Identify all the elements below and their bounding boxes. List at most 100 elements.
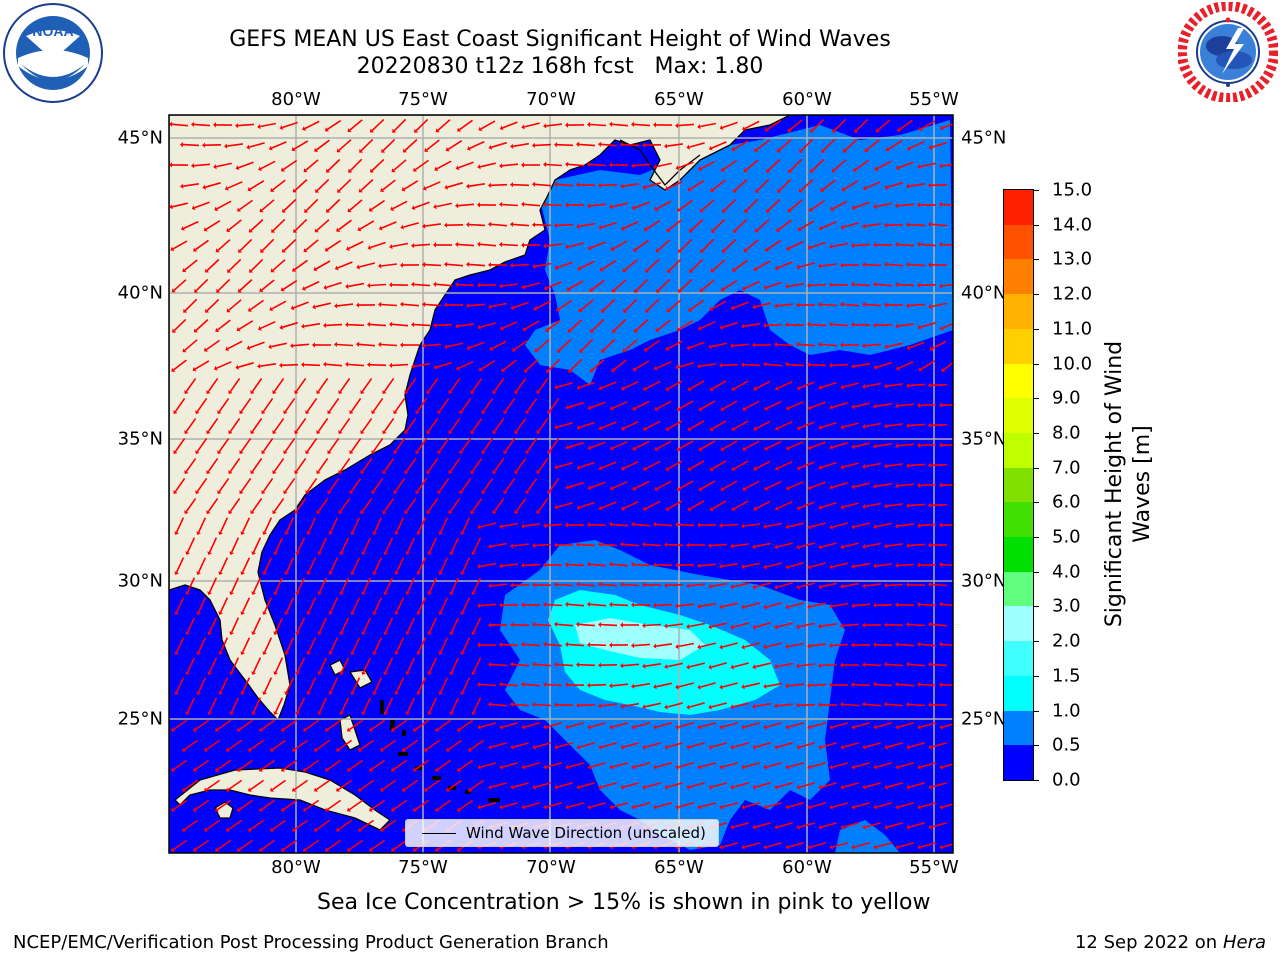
wave-arrow-head (225, 346, 230, 351)
wave-arrow (864, 223, 882, 227)
wave-arrow (471, 377, 483, 393)
wave-arrow (942, 843, 953, 848)
wave-arrow (568, 722, 584, 728)
wave-arrow (875, 323, 893, 327)
wave-arrow-head (818, 263, 822, 269)
wave-arrow (436, 759, 452, 771)
wave-arrow (348, 759, 364, 771)
wave-arrow (589, 563, 607, 567)
wave-arrow-head (818, 544, 822, 550)
wave-arrow-head (468, 787, 472, 792)
wave-arrow-head (719, 563, 723, 569)
wave-arrow-head (884, 701, 888, 707)
wave-arrow-head (642, 704, 646, 710)
wave-arrow (744, 120, 760, 130)
wave-arrow-head (851, 642, 854, 648)
wave-arrow-head (272, 390, 277, 394)
wave-arrow (304, 839, 320, 851)
wave-arrow (316, 219, 330, 231)
wave-arrow-head (400, 262, 403, 268)
wave-arrow (831, 323, 849, 327)
wave-arrow (283, 198, 297, 212)
wave-arrow-head (653, 684, 657, 690)
wave-arrow-head (697, 724, 701, 730)
wave-arrow (897, 563, 915, 567)
wave-arrow-head (928, 702, 932, 708)
wave-arrow-head (631, 205, 636, 211)
wave-arrow-head (818, 225, 823, 231)
wave-arrow-head (347, 128, 352, 133)
wave-arrow-head (654, 446, 659, 452)
wave-arrow-head (466, 345, 471, 351)
wave-arrow (546, 281, 562, 289)
wave-arrow-head (449, 551, 454, 555)
wave-arrow (272, 259, 286, 271)
wave-arrow-head (193, 767, 197, 772)
wave-arrow (777, 782, 793, 788)
wave-arrow (317, 417, 329, 433)
wave-arrow (744, 602, 760, 608)
wave-arrow (406, 697, 416, 713)
wave-arrow (589, 683, 607, 687)
wave-arrow (645, 782, 661, 788)
wave-arrow (843, 742, 859, 748)
wave-arrow-head (599, 267, 604, 272)
wave-arrow-head (204, 787, 208, 792)
wave-arrow (568, 481, 584, 489)
wave-arrow-head (719, 724, 723, 730)
wave-arrow-head (281, 767, 285, 772)
wave-arrow-head (598, 703, 602, 709)
wave-arrow (515, 417, 527, 433)
wave-arrow (766, 642, 782, 648)
wave-arrow-head (741, 644, 745, 650)
wave-arrow (417, 597, 427, 613)
wave-arrow (679, 199, 693, 211)
wave-arrow (206, 258, 220, 272)
wave-arrow-head (171, 288, 176, 293)
wave-arrow-head (295, 591, 300, 595)
wave-arrow-head (829, 282, 833, 288)
wave-arrow-head (873, 524, 877, 530)
wave-arrow-head (416, 651, 421, 655)
wave-arrow (613, 279, 627, 291)
wave-arrow (745, 198, 759, 212)
colorbar-segment (1004, 224, 1033, 260)
wave-arrow-head (306, 571, 311, 575)
wave-arrow (590, 481, 606, 489)
wave-arrow (417, 557, 427, 573)
wave-arrow-head (664, 623, 668, 629)
wave-arrow-head (367, 362, 371, 368)
wave-arrow-head (510, 582, 514, 588)
wave-arrow (591, 318, 605, 332)
wave-arrow-head (471, 591, 476, 595)
wave-arrow-head (306, 651, 311, 655)
map-legend: Wind Wave Direction (unscaled) (405, 819, 719, 847)
wave-arrow (624, 298, 638, 312)
wave-arrow-head (281, 847, 285, 852)
wave-arrow-head (345, 283, 349, 289)
wave-arrow-head (621, 386, 625, 391)
wave-arrow-head (488, 304, 492, 310)
wave-arrow (766, 562, 782, 568)
wave-arrow (569, 358, 583, 372)
wave-arrow-head (259, 208, 264, 213)
colorbar-tick (1033, 606, 1039, 608)
wave-arrow-head (796, 744, 800, 750)
wave-arrow-head (895, 724, 899, 730)
wave-arrow-head (774, 584, 778, 590)
wave-arrow-head (862, 583, 866, 589)
wave-arrow (667, 460, 683, 470)
wave-arrow (183, 220, 199, 230)
wave-arrow-head (731, 386, 736, 392)
wave-arrow-head (455, 282, 459, 288)
wave-arrow (392, 200, 408, 210)
wave-arrow (512, 703, 530, 707)
wave-arrow-head (818, 301, 822, 308)
wave-arrow (645, 182, 661, 188)
wave-arrow (428, 537, 438, 553)
wave-arrow (557, 261, 573, 269)
wave-arrow (351, 637, 361, 653)
wave-arrow (612, 802, 628, 808)
wave-arrow (173, 279, 187, 291)
wave-arrow (272, 218, 286, 232)
